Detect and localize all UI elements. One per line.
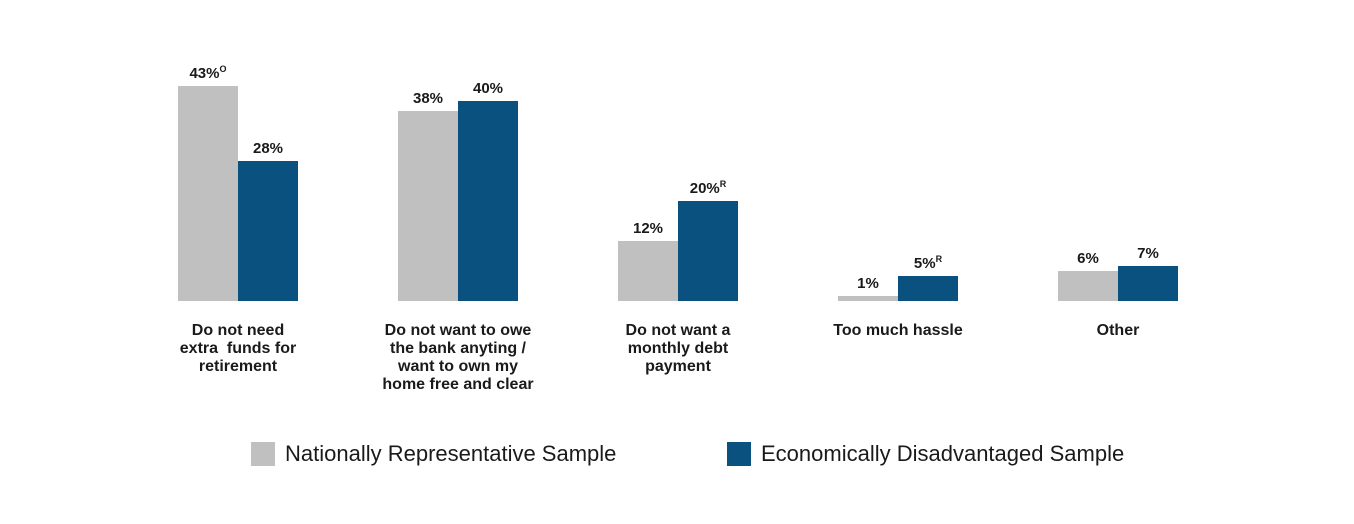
value-label-national-4: 6% bbox=[1077, 250, 1099, 267]
bar-national-2 bbox=[618, 241, 678, 301]
category-label-4: Other bbox=[1097, 322, 1140, 339]
bar-disadvantaged-0 bbox=[238, 161, 298, 301]
value-label-disadvantaged-4: 7% bbox=[1137, 245, 1159, 262]
value-label-disadvantaged-2: 20%R bbox=[690, 179, 727, 197]
legend-label-national: Nationally Representative Sample bbox=[285, 441, 617, 466]
legend-item-disadvantaged: Economically Disadvantaged Sample bbox=[727, 436, 1124, 472]
value-label-disadvantaged-0: 28% bbox=[253, 140, 283, 157]
bar-disadvantaged-4 bbox=[1118, 266, 1178, 301]
bar-disadvantaged-3 bbox=[898, 276, 958, 301]
category-label-2: Do not want a monthly debt payment bbox=[626, 322, 731, 375]
value-label-national-0: 43%O bbox=[189, 64, 226, 82]
bar-disadvantaged-2 bbox=[678, 201, 738, 301]
bar-national-4 bbox=[1058, 271, 1118, 301]
legend-swatch-disadvantaged bbox=[727, 442, 751, 466]
legend: Nationally Representative Sample Economi… bbox=[0, 436, 1354, 472]
bar-national-0 bbox=[178, 86, 238, 301]
value-label-disadvantaged-1: 40% bbox=[473, 80, 503, 97]
legend-swatch-national bbox=[251, 442, 275, 466]
value-label-national-2: 12% bbox=[633, 220, 663, 237]
legend-label-disadvantaged: Economically Disadvantaged Sample bbox=[761, 441, 1125, 466]
category-label-3: Too much hassle bbox=[833, 322, 963, 339]
value-label-disadvantaged-3: 5%R bbox=[914, 254, 943, 272]
value-label-national-1: 38% bbox=[413, 90, 443, 107]
bar-disadvantaged-1 bbox=[458, 101, 518, 301]
category-label-1: Do not want to owe the bank anyting / want… bbox=[382, 322, 533, 393]
legend-item-national: Nationally Representative Sample bbox=[251, 436, 616, 472]
category-label-0: Do not need extra funds for retirement bbox=[180, 322, 296, 375]
bar-chart: 43%O 28% Do not need extra funds for retirem… bbox=[178, 64, 1178, 393]
value-label-national-3: 1% bbox=[857, 275, 879, 292]
bar-national-1 bbox=[398, 111, 458, 301]
bar-national-3 bbox=[838, 296, 898, 301]
